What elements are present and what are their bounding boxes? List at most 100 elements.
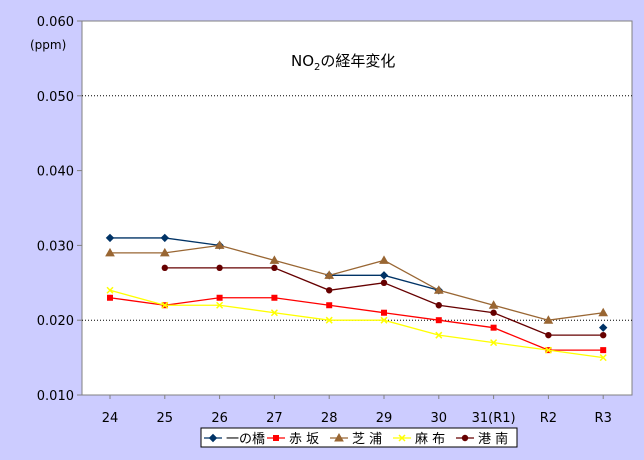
chart-title: NO2の経年変化 — [291, 52, 395, 73]
data-point-stroke — [599, 354, 607, 362]
x-tick-label: 29 — [376, 411, 393, 426]
legend-marker — [398, 434, 406, 442]
data-point — [214, 240, 225, 249]
data-point — [435, 302, 442, 309]
x-tick-label: R2 — [540, 411, 557, 426]
legend-marker — [461, 434, 469, 442]
data-point — [381, 309, 387, 316]
legend-marker — [208, 433, 218, 443]
series-3 — [105, 240, 609, 324]
data-point-stroke — [106, 286, 114, 294]
data-point-stroke — [161, 301, 169, 309]
chart-title-subscript: 2 — [314, 62, 320, 73]
y-unit-label: (ppm) — [30, 38, 66, 52]
legend-entry: 麻 布 — [393, 432, 445, 447]
x-tick-label: 30 — [431, 411, 448, 426]
plot-area — [81, 20, 633, 396]
data-point-stroke — [216, 301, 224, 309]
x-tick-label: 24 — [102, 411, 119, 426]
series-layer — [105, 233, 609, 362]
legend: 一の橋 赤 坂 芝 浦 麻 布 港 南 — [200, 427, 518, 448]
series-5 — [161, 264, 607, 339]
data-point-stroke — [490, 339, 498, 347]
y-tick-label: 0.020 — [37, 314, 74, 329]
data-point — [105, 247, 115, 257]
data-point — [161, 301, 169, 309]
legend-marker — [334, 432, 344, 442]
y-tick-label: 0.040 — [37, 165, 74, 180]
legend-marker — [273, 435, 279, 441]
legend-marker-stroke — [398, 434, 406, 442]
data-point-stroke — [325, 316, 333, 324]
data-point — [490, 339, 498, 347]
legend-label: 赤 坂 — [289, 432, 319, 447]
data-point — [216, 294, 223, 301]
legend-label: 港 南 — [478, 431, 508, 447]
data-point — [543, 315, 554, 324]
y-tick-label: 0.050 — [37, 90, 74, 105]
series-line — [110, 244, 604, 321]
data-point — [488, 300, 499, 309]
data-point — [490, 309, 497, 316]
legend-entry: 芝 浦 — [330, 431, 382, 447]
series-4 — [106, 286, 607, 362]
data-point — [271, 294, 278, 301]
data-point — [107, 294, 113, 301]
legend-entry: 一の橋 — [204, 432, 265, 447]
x-tick-label: 27 — [266, 411, 283, 426]
legend-label: 麻 布 — [415, 432, 445, 447]
data-point — [270, 309, 278, 317]
data-point — [380, 279, 388, 286]
data-point — [325, 316, 333, 324]
series-line — [109, 297, 604, 351]
x-tick-label: 28 — [321, 411, 338, 426]
y-tick-label: 0.010 — [37, 389, 74, 404]
data-point — [435, 317, 442, 324]
chart-title-main: NO — [291, 52, 314, 70]
x-tick-label: R3 — [595, 411, 612, 426]
data-point — [490, 324, 497, 331]
data-point-stroke — [380, 316, 388, 324]
y-tick-label: 0.060 — [37, 15, 74, 30]
data-point-stroke — [544, 346, 552, 354]
axis-layer: 0.010 0.020 0.030 0.040 0.050 0.060 24 25 26 27 28… — [37, 15, 612, 426]
data-point — [380, 316, 388, 324]
data-point — [269, 255, 280, 264]
x-tick-label: 25 — [157, 411, 174, 426]
data-point — [379, 271, 389, 280]
data-point — [271, 264, 278, 272]
data-point — [160, 233, 170, 243]
data-point — [433, 285, 444, 294]
x-tick-label: 26 — [211, 411, 228, 426]
legend-label: 一の橋 — [226, 432, 265, 447]
data-point — [326, 302, 333, 309]
data-point — [161, 264, 168, 272]
data-point — [216, 264, 223, 272]
data-point — [324, 270, 335, 279]
data-point — [435, 331, 443, 339]
legend-label: 芝 浦 — [352, 431, 382, 447]
data-point — [159, 247, 170, 257]
chart-title-rest: の経年変化 — [320, 52, 395, 70]
y-tick-label: 0.030 — [37, 239, 74, 254]
x-tick-label: 31(R1) — [472, 411, 516, 426]
data-point — [105, 233, 115, 243]
legend-entry: 港 南 — [456, 431, 508, 447]
legend-entry: 赤 坂 — [267, 432, 319, 447]
data-point — [544, 346, 552, 354]
data-point — [599, 354, 607, 362]
legend-box — [200, 427, 518, 448]
data-point — [598, 323, 608, 332]
series-line — [109, 289, 604, 359]
data-point-stroke — [270, 309, 278, 317]
data-point — [379, 255, 389, 264]
data-point-stroke — [435, 331, 443, 339]
data-point — [598, 307, 609, 317]
data-point — [106, 286, 114, 294]
data-point — [326, 287, 333, 294]
data-point — [600, 347, 607, 354]
data-point — [600, 331, 607, 339]
data-point — [545, 331, 552, 339]
